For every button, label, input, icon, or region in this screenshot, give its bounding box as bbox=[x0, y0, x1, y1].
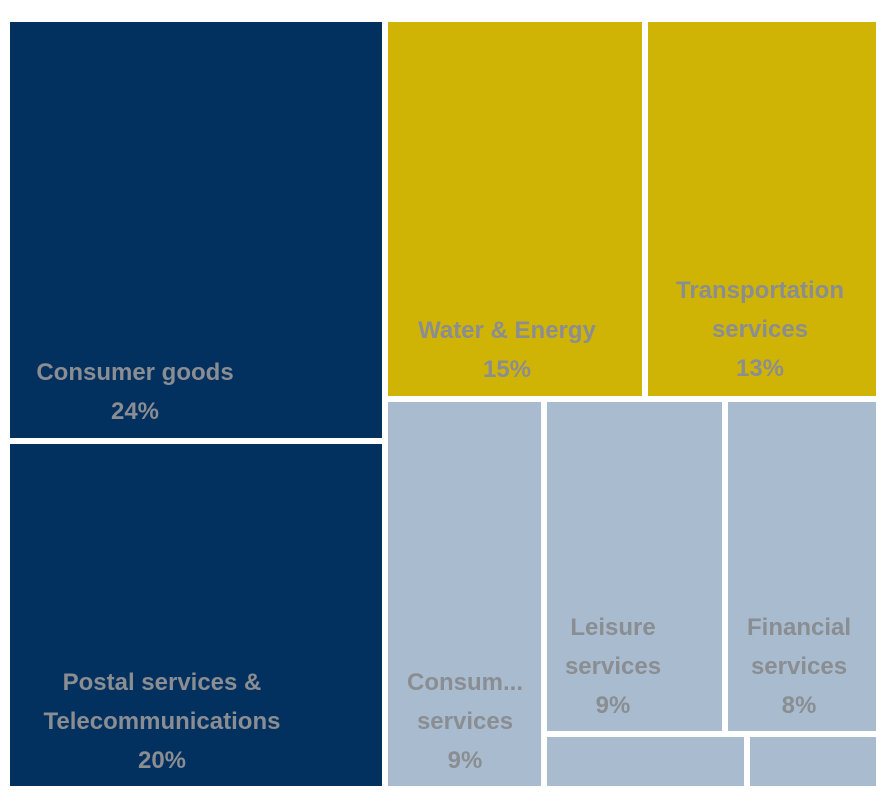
tile-category-label: Financial bbox=[747, 614, 851, 641]
tile-category-label: Postal services & bbox=[63, 669, 262, 696]
treemap-tile bbox=[10, 444, 382, 786]
tile-category-label: Water & Energy bbox=[418, 317, 596, 344]
tile-category-label: Transportation bbox=[676, 277, 844, 304]
treemap-tile bbox=[728, 402, 876, 731]
tile-category-label: Consum... bbox=[407, 669, 523, 696]
tile-category-label: services bbox=[751, 653, 847, 680]
treemap-tile bbox=[547, 402, 722, 731]
tile-category-label: services bbox=[712, 316, 808, 343]
tile-percent-label: 15% bbox=[483, 356, 531, 383]
tile-category-label: services bbox=[417, 708, 513, 735]
tile-category-label: Leisure bbox=[570, 614, 655, 641]
treemap-tile bbox=[388, 22, 642, 396]
tile-category-label: services bbox=[565, 653, 661, 680]
tile-percent-label: 9% bbox=[596, 692, 631, 719]
treemap-tile bbox=[750, 737, 876, 786]
tile-percent-label: 8% bbox=[782, 692, 817, 719]
tile-percent-label: 20% bbox=[138, 747, 186, 774]
treemap-tile bbox=[648, 22, 876, 396]
treemap-tile bbox=[10, 22, 382, 438]
tile-percent-label: 13% bbox=[736, 355, 784, 382]
treemap-tile bbox=[388, 402, 541, 786]
tile-category-label: Telecommunications bbox=[44, 708, 281, 735]
treemap-tile bbox=[547, 737, 744, 786]
tile-category-label: Consumer goods bbox=[36, 359, 233, 386]
tile-percent-label: 24% bbox=[111, 398, 159, 425]
tile-percent-label: 9% bbox=[448, 747, 483, 774]
